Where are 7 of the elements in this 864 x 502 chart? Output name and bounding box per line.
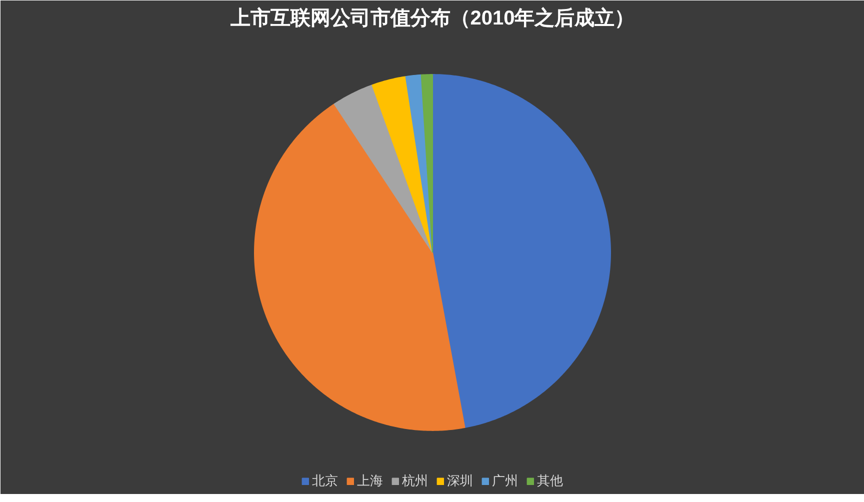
legend-label: 深圳: [447, 472, 473, 490]
legend-label: 上海: [357, 472, 383, 490]
legend-label: 其他: [537, 472, 563, 490]
legend-label: 广州: [492, 472, 518, 490]
legend-label: 杭州: [402, 472, 428, 490]
chart-title: 上市互联网公司市值分布（2010年之后成立）: [229, 6, 635, 30]
legend-label: 北京: [312, 472, 338, 490]
